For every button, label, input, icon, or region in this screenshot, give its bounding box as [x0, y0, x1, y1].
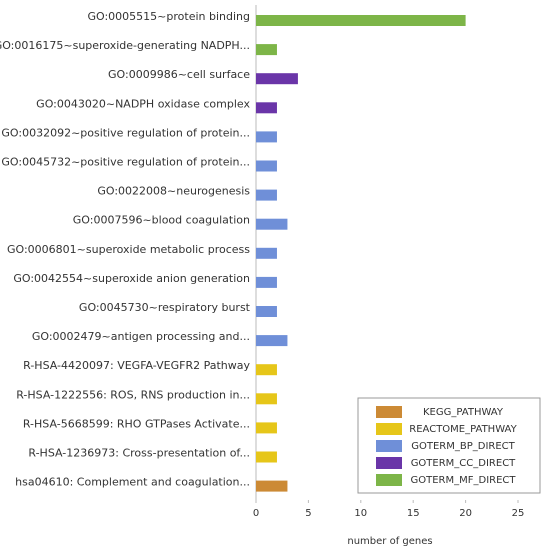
bar	[256, 189, 277, 201]
legend-swatch	[376, 423, 402, 435]
y-tick-label: GO:0043020~NADPH oxidase complex	[36, 97, 250, 110]
y-tick-label: GO:0005515~protein binding	[87, 10, 250, 23]
bar	[256, 393, 277, 405]
x-tick-label: 0	[253, 508, 259, 519]
y-tick-label: GO:0032092~positive regulation of protei…	[1, 126, 250, 139]
y-tick-label: GO:0045732~positive regulation of protei…	[1, 156, 250, 169]
y-tick-label: GO:0002479~antigen processing and...	[32, 330, 250, 343]
bar	[256, 335, 288, 347]
x-tick-label: 5	[305, 508, 311, 519]
legend-swatch	[376, 457, 402, 469]
legend-label: KEGG_PATHWAY	[423, 407, 504, 418]
y-tick-label: R-HSA-1236973: Cross-presentation of...	[28, 447, 250, 460]
legend-label: REACTOME_PATHWAY	[409, 424, 517, 435]
legend-label: GOTERM_BP_DIRECT	[411, 441, 515, 452]
y-tick-label: GO:0009986~cell surface	[108, 68, 250, 81]
y-tick-label: R-HSA-1222556: ROS, RNS production in...	[16, 388, 250, 401]
y-tick-label: R-HSA-4420097: VEGFA-VEGFR2 Pathway	[23, 359, 250, 372]
legend-label: GOTERM_CC_DIRECT	[411, 458, 516, 469]
bar	[256, 422, 277, 434]
y-tick-label: GO:0016175~superoxide-generating NADPH..…	[0, 39, 250, 52]
y-tick-label: hsa04610: Complement and coagulation...	[15, 476, 250, 489]
bar	[256, 480, 288, 492]
x-tick-label: 20	[459, 508, 472, 519]
x-tick-label: 25	[512, 508, 525, 519]
bar	[256, 306, 277, 317]
bar	[256, 247, 277, 259]
y-tick-label: GO:0007596~blood coagulation	[73, 214, 250, 227]
legend-swatch	[376, 474, 402, 486]
bar	[256, 15, 466, 26]
legend-swatch	[376, 406, 402, 418]
bar	[256, 160, 277, 172]
x-tick-label: 15	[407, 508, 420, 519]
bar	[256, 276, 277, 288]
x-tick-label: 10	[354, 508, 367, 519]
bar	[256, 44, 277, 56]
bar	[256, 102, 277, 114]
y-tick-label: R-HSA-5668599: RHO GTPases Activate...	[23, 417, 250, 430]
legend-label: GOTERM_MF_DIRECT	[410, 475, 516, 486]
bar	[256, 451, 277, 463]
bar	[256, 218, 288, 230]
y-tick-label: GO:0045730~respiratory burst	[79, 301, 251, 314]
y-tick-label: GO:0006801~superoxide metabolic process	[7, 243, 250, 256]
y-tick-label: GO:0042554~superoxide anion generation	[13, 272, 250, 285]
legend-swatch	[376, 440, 402, 452]
x-axis-label: number of genes	[347, 536, 432, 547]
y-tick-label: GO:0022008~neurogenesis	[97, 185, 250, 198]
bar	[256, 131, 277, 143]
bar	[256, 73, 298, 85]
bar	[256, 364, 277, 376]
